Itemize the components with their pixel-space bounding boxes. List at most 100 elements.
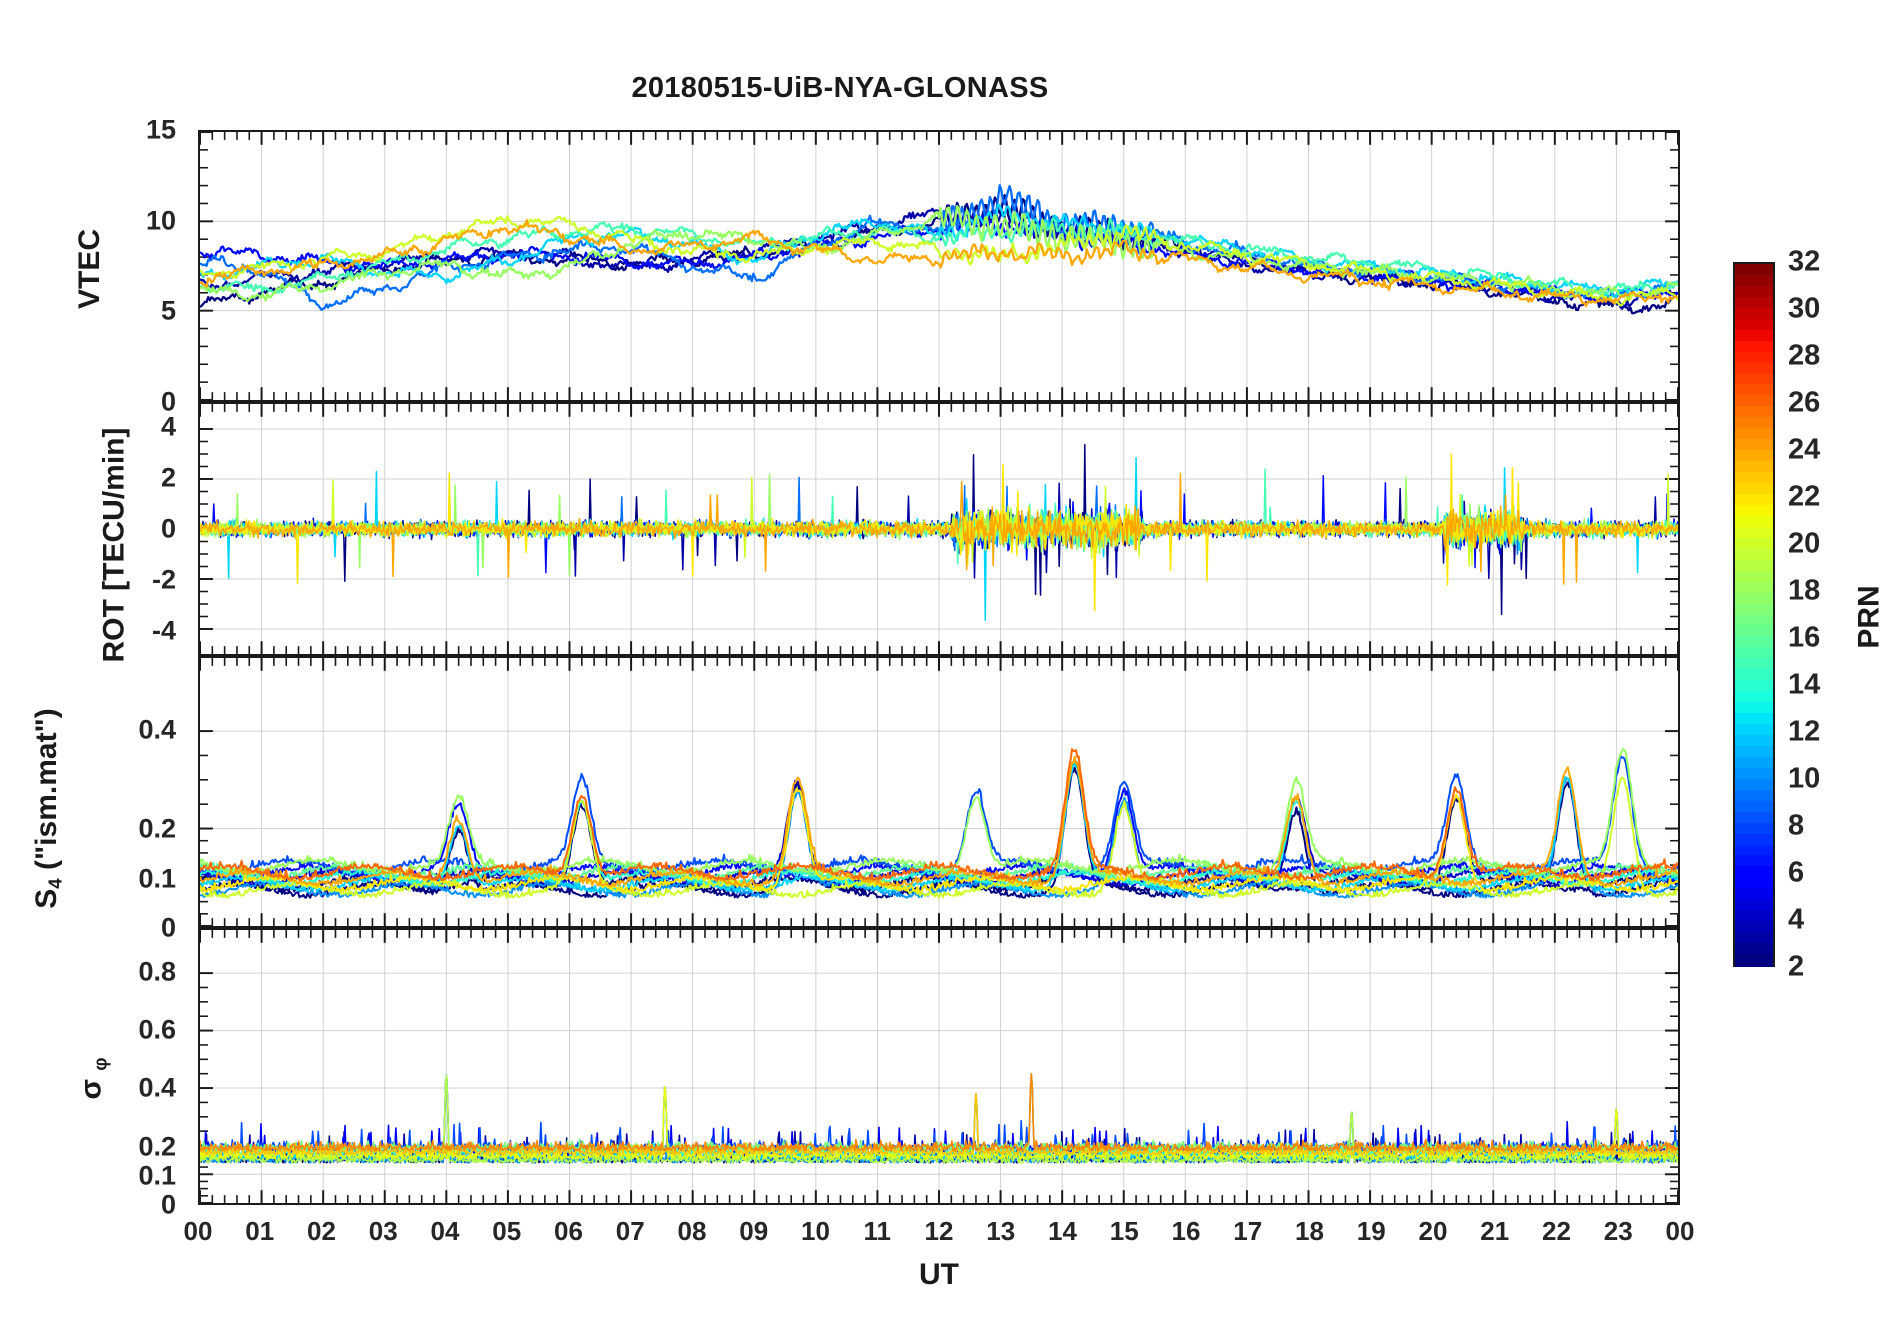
xtick-24: 00 xyxy=(1665,1216,1695,1246)
colorbar-segment xyxy=(1735,417,1773,431)
colorbar-segment xyxy=(1735,285,1773,299)
ytick-s4-0.2: 0.2 xyxy=(138,813,176,844)
colorbar-tick-4: 4 xyxy=(1788,903,1805,936)
colorbar-segment xyxy=(1735,636,1773,650)
ytick-rot--4: -4 xyxy=(151,615,176,646)
colorbar-tick-32: 32 xyxy=(1788,245,1821,278)
xtick-22: 22 xyxy=(1542,1216,1571,1246)
colorbar-tick-12: 12 xyxy=(1788,715,1821,748)
xtick-20: 20 xyxy=(1418,1216,1448,1246)
colorbar-segment xyxy=(1735,307,1773,321)
colorbar-tick-24: 24 xyxy=(1788,433,1821,466)
colorbar-tick-10: 10 xyxy=(1788,762,1821,795)
colorbar-segment xyxy=(1735,888,1773,902)
colorbar-segment xyxy=(1735,680,1773,694)
xtick-12: 12 xyxy=(924,1216,954,1246)
colorbar-segment xyxy=(1735,855,1773,869)
colorbar-segment xyxy=(1735,592,1773,606)
colorbar-segment xyxy=(1735,691,1773,705)
ytick-sigmaphi-0: 0 xyxy=(160,1189,176,1220)
colorbar-segment xyxy=(1735,669,1773,683)
colorbar-segment xyxy=(1735,844,1773,858)
xtick-7: 07 xyxy=(615,1216,645,1246)
xtick-19: 19 xyxy=(1356,1216,1386,1246)
colorbar-segment xyxy=(1735,745,1773,759)
colorbar-tick-2: 2 xyxy=(1788,950,1805,983)
colorbar-tick-22: 22 xyxy=(1788,480,1821,513)
colorbar-segment xyxy=(1735,439,1773,453)
colorbar-segment xyxy=(1735,910,1773,924)
colorbar-tick-6: 6 xyxy=(1788,856,1805,889)
ytick-sigmaphi-0.8: 0.8 xyxy=(138,956,176,987)
colorbar-segment xyxy=(1735,625,1773,639)
colorbar-segment xyxy=(1735,329,1773,343)
ytick-s4-0: 0 xyxy=(160,912,176,943)
xtick-16: 16 xyxy=(1171,1216,1201,1246)
colorbar-segment xyxy=(1735,921,1773,935)
colorbar-segment xyxy=(1735,932,1773,946)
ytick-vtec-15: 15 xyxy=(145,114,176,145)
colorbar-segment xyxy=(1735,526,1773,540)
axis-label-ut: UT xyxy=(919,1258,959,1291)
colorbar-segment xyxy=(1735,483,1773,497)
ytick-rot-4: 4 xyxy=(160,411,176,442)
xtick-10: 10 xyxy=(801,1216,830,1246)
axis-label-s4: S4 ("ism.mat") xyxy=(30,708,67,909)
xtick-18: 18 xyxy=(1295,1216,1324,1246)
colorbar-segment xyxy=(1735,647,1773,661)
colorbar-segment xyxy=(1735,406,1773,420)
panel-s4 xyxy=(198,656,1680,928)
colorbar-tick-8: 8 xyxy=(1788,809,1805,842)
colorbar-tick-28: 28 xyxy=(1788,339,1821,372)
xtick-3: 03 xyxy=(368,1216,398,1246)
colorbar-segment xyxy=(1735,264,1773,278)
xtick-9: 09 xyxy=(739,1216,769,1246)
colorbar-segment xyxy=(1735,811,1773,825)
colorbar-segment xyxy=(1735,428,1773,442)
ytick-vtec-0: 0 xyxy=(160,386,176,417)
colorbar xyxy=(1733,262,1775,968)
colorbar-segment xyxy=(1735,537,1773,551)
colorbar-segment xyxy=(1735,504,1773,519)
ytick-sigmaphi-0.1: 0.1 xyxy=(138,1160,176,1191)
colorbar-segment xyxy=(1735,340,1773,354)
colorbar-segment xyxy=(1735,614,1773,628)
xtick-11: 11 xyxy=(863,1216,892,1246)
colorbar-segment xyxy=(1735,559,1773,573)
colorbar-tick-18: 18 xyxy=(1788,574,1821,607)
colorbar-tick-20: 20 xyxy=(1788,527,1821,560)
colorbar-segment xyxy=(1735,373,1773,387)
colorbar-segment xyxy=(1735,778,1773,792)
xtick-5: 05 xyxy=(492,1216,522,1246)
ytick-sigmaphi-0.2: 0.2 xyxy=(138,1131,176,1162)
colorbar-segment xyxy=(1735,877,1773,891)
ytick-vtec-5: 5 xyxy=(160,295,176,326)
colorbar-segment xyxy=(1735,756,1773,770)
colorbar-segment xyxy=(1735,461,1773,475)
colorbar-segment xyxy=(1735,789,1773,803)
colorbar-segment xyxy=(1735,866,1773,880)
colorbar-segment xyxy=(1735,450,1773,464)
ytick-sigmaphi-0.4: 0.4 xyxy=(138,1072,176,1103)
colorbar-segment xyxy=(1735,954,1773,968)
xtick-2: 02 xyxy=(307,1216,336,1246)
colorbar-title: PRN xyxy=(1852,585,1886,649)
ytick-sigmaphi-0.6: 0.6 xyxy=(138,1014,176,1045)
axis-label-s4-text: S4 ("ism.mat") xyxy=(29,708,66,909)
colorbar-segment xyxy=(1735,724,1773,738)
colorbar-segment xyxy=(1735,702,1773,716)
xtick-13: 13 xyxy=(986,1216,1016,1246)
colorbar-segment xyxy=(1735,899,1773,913)
colorbar-tick-30: 30 xyxy=(1788,292,1821,325)
xtick-1: 01 xyxy=(245,1216,275,1246)
ytick-s4-0.1: 0.1 xyxy=(138,863,176,894)
xtick-0: 00 xyxy=(183,1216,213,1246)
colorbar-segment xyxy=(1735,515,1773,529)
colorbar-segment xyxy=(1735,943,1773,957)
ytick-vtec-10: 10 xyxy=(145,205,176,236)
xtick-8: 08 xyxy=(677,1216,707,1246)
figure-title: 20180515-UiB-NYA-GLONASS xyxy=(631,72,1049,104)
colorbar-segment xyxy=(1735,581,1773,595)
colorbar-segment xyxy=(1735,713,1773,727)
